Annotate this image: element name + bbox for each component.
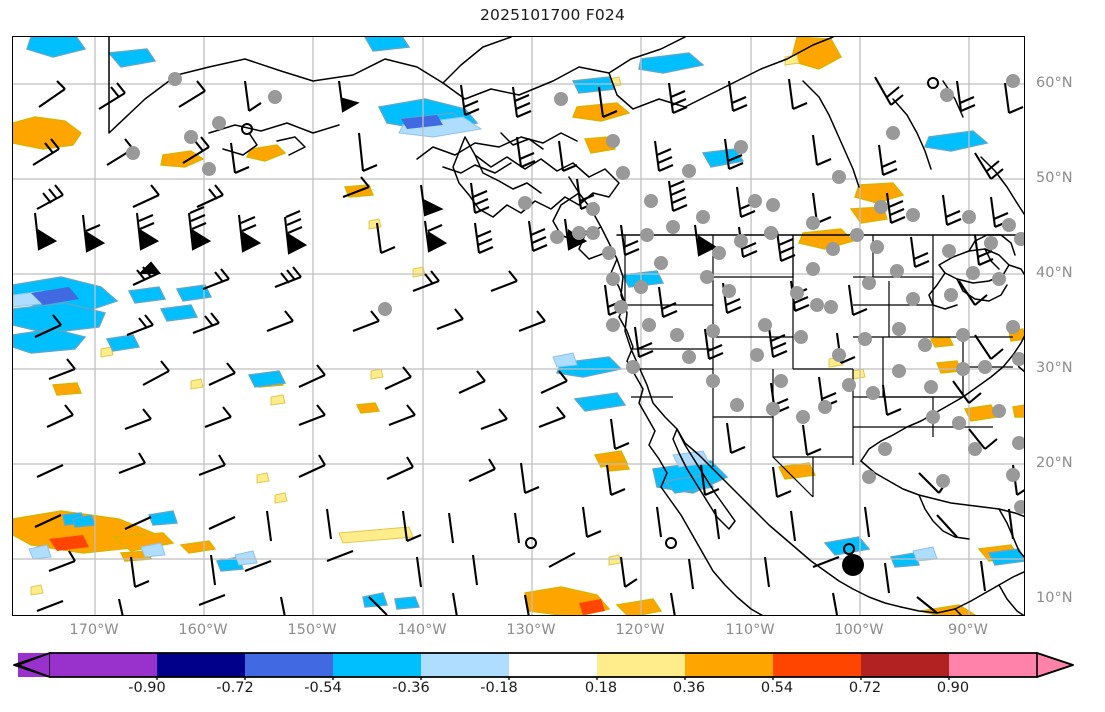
colorbar-tick-2: -0.54 bbox=[304, 680, 342, 696]
colorbar-tick-5: 0.18 bbox=[584, 680, 618, 696]
calm-marker-layer bbox=[241, 77, 939, 555]
colorbar-tick-4: -0.18 bbox=[480, 680, 518, 696]
station-marker-layer bbox=[126, 72, 1024, 514]
map-canvas bbox=[13, 37, 1024, 615]
colorbar-tick-1: -0.72 bbox=[216, 680, 254, 696]
lon-label-5: 120°W bbox=[615, 622, 665, 638]
lon-label-7: 100°W bbox=[834, 622, 884, 638]
colorbar-tick-8: 0.72 bbox=[848, 680, 882, 696]
positive-anomaly-patches bbox=[13, 37, 1024, 615]
lon-label-0: 170°W bbox=[69, 622, 119, 638]
lat-label-3: 30°N bbox=[1036, 360, 1073, 376]
colorbar-tick-9: 0.90 bbox=[936, 680, 970, 696]
lat-label-0: 60°N bbox=[1036, 75, 1073, 91]
lon-label-1: 160°W bbox=[178, 622, 228, 638]
negative-anomaly-patches bbox=[13, 37, 1024, 610]
lon-label-4: 130°W bbox=[506, 622, 556, 638]
lon-label-3: 140°W bbox=[397, 622, 447, 638]
lon-label-6: 110°W bbox=[725, 622, 775, 638]
lat-label-5: 10°N bbox=[1036, 590, 1073, 606]
coastline-layer bbox=[108, 37, 1024, 615]
colorbar-swatches[interactable] bbox=[0, 650, 1105, 680]
page-title: 2025101700 F024 bbox=[479, 6, 626, 24]
lat-label-4: 20°N bbox=[1036, 455, 1073, 471]
colorbar-tick-3: -0.36 bbox=[392, 680, 430, 696]
strong-positive-cores bbox=[49, 535, 605, 615]
gridlines bbox=[13, 37, 1024, 615]
lat-label-2: 40°N bbox=[1036, 265, 1073, 281]
lat-label-1: 50°N bbox=[1036, 170, 1073, 186]
lon-label-2: 150°W bbox=[287, 622, 337, 638]
highlight-marker[interactable] bbox=[842, 554, 864, 576]
contour-shading-layer bbox=[13, 37, 1024, 615]
colorbar-tick-6: 0.36 bbox=[672, 680, 706, 696]
map-frame bbox=[12, 36, 1025, 616]
strong-negative-cores bbox=[31, 115, 443, 305]
colorbar-tick-7: 0.54 bbox=[760, 680, 794, 696]
colorbar[interactable]: -0.90 -0.72 -0.54 -0.36 -0.18 0.18 0.36 … bbox=[0, 650, 1105, 712]
map-panel[interactable] bbox=[12, 36, 1025, 616]
colorbar-tick-0: -0.90 bbox=[128, 680, 166, 696]
lon-label-8: 90°W bbox=[947, 622, 989, 638]
